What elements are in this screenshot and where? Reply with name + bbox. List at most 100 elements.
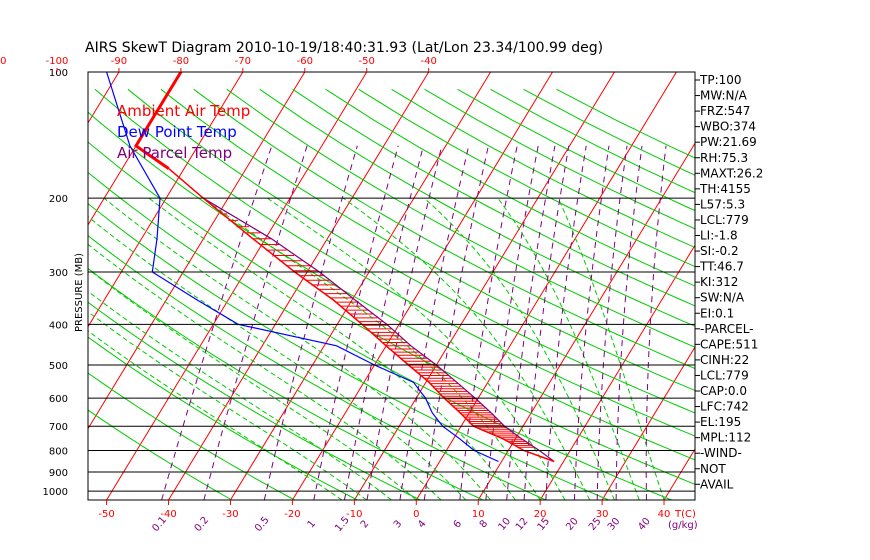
temp-axis-label: T(C) (674, 509, 696, 520)
isotherm (106, 72, 368, 500)
isotherm (88, 72, 120, 124)
top-temp-tick-label: -60 (297, 56, 313, 67)
dry-adiabat (457, 88, 695, 212)
dry-adiabat (193, 88, 695, 370)
temp-tick-label: 10 (472, 509, 485, 520)
temp-tick-label: 40 (658, 509, 671, 520)
stability-index: TT:46.7 (699, 260, 744, 274)
mixing-ratio-label: 2 (359, 518, 372, 530)
top-temp-tick-label: -90 (111, 56, 127, 67)
chart-title: AIRS SkewT Diagram 2010-10-19/18:40:31.9… (85, 40, 603, 56)
stability-index: CAPE:511 (700, 337, 758, 351)
stability-index: EL:195 (700, 415, 741, 429)
temp-tick-label: 0 (413, 509, 419, 520)
pressure-tick-label: 900 (49, 468, 68, 479)
stability-index: MPL:112 (700, 431, 751, 445)
legend: Ambient Air Temp Dew Point Temp Air Parcel… (117, 102, 250, 162)
mixing-ratio-label: 40 (636, 516, 653, 533)
moist-adiabat (343, 197, 591, 500)
pressure-tick-label: 700 (49, 422, 68, 433)
dry-adiabat (523, 88, 695, 176)
stability-index: NOT (700, 462, 726, 476)
temp-tick-label: 30 (596, 509, 609, 520)
mixing-ratio-line (161, 145, 273, 500)
moist-adiabat (148, 197, 516, 500)
stability-index: LI:-1.8 (700, 229, 738, 243)
top-temp-tick-label: -110 (0, 56, 6, 67)
profile-layer (106, 72, 555, 463)
mixing-ratio-label: 0.2 (193, 515, 212, 534)
dewpoint-profile-line (106, 72, 499, 463)
moist-adiabat (88, 311, 367, 500)
stability-index: MAXT:26.2 (700, 166, 763, 180)
pressure-tick-label: 400 (49, 320, 68, 331)
ambient-temp-upper-line (133, 72, 183, 170)
stability-index: EI:0.1 (700, 306, 734, 320)
isotherm (230, 72, 492, 500)
dry-adiabat (160, 88, 695, 392)
pressure-tick-label: 800 (49, 447, 68, 458)
top-temp-tick-label: -70 (235, 56, 251, 67)
dry-adiabat (88, 235, 547, 500)
dry-adiabat (292, 88, 695, 307)
stability-index: MW:N/A (700, 89, 748, 103)
mixing-ratio-label: 3 (392, 518, 405, 530)
stability-index: L57:5.3 (700, 197, 745, 211)
mixing-ratio-label: 10 (497, 516, 514, 533)
legend-entry: Air Parcel Temp (117, 144, 232, 162)
stability-index: FRZ:547 (700, 104, 750, 118)
moist-adiabat (103, 197, 491, 500)
mixing-ratio-label: 8 (478, 518, 491, 530)
legend-entry: Ambient Air Temp (117, 102, 250, 120)
temp-tick-label: -50 (98, 509, 114, 520)
isotherm (415, 72, 677, 500)
stability-index: LCL:779 (700, 368, 749, 382)
dry-adiabat (325, 88, 695, 287)
stability-index: CAP:0.0 (700, 384, 747, 398)
mixing-ratio-line (203, 145, 308, 500)
temp-tick-label: 20 (534, 509, 547, 520)
dry-adiabat (358, 88, 695, 268)
stability-index: LFC:742 (700, 400, 749, 414)
dry-adiabat (88, 301, 421, 500)
dry-adiabat (391, 88, 695, 249)
temp-tick-label: -30 (222, 509, 238, 520)
moist-adiabat (557, 197, 665, 500)
mixing-ratio-label: 20 (564, 516, 581, 533)
pressure-tick-label: 100 (49, 68, 68, 79)
top-temp-tick-label: -40 (420, 56, 436, 67)
plot-frame (87, 71, 696, 501)
mixing-ratio-label: 1 (306, 518, 319, 530)
pressure-tick-label: 500 (49, 361, 68, 372)
isotherm (291, 72, 553, 500)
dry-adiabat (127, 88, 695, 414)
dry-adiabat (88, 409, 233, 500)
top-temp-tick-label: -100 (46, 56, 69, 67)
stability-index: KI:312 (700, 275, 738, 289)
dry-adiabat (94, 88, 695, 437)
pressure-tick-label: 1000 (43, 487, 68, 498)
isotherm (0, 72, 57, 500)
stability-index: PW:21.69 (700, 135, 757, 149)
moist-adiabat (88, 268, 417, 500)
isotherm (88, 72, 244, 328)
stability-index: CINH:22 (700, 353, 749, 367)
moist-adiabat (88, 215, 467, 500)
pressure-axis-label: PRESSURE (MB) (74, 253, 85, 332)
legend-entry: Dew Point Temp (117, 123, 237, 141)
isotherm (601, 346, 695, 500)
stability-index: -PARCEL- (700, 322, 754, 336)
dry-adiabat (226, 88, 695, 348)
moist-adiabat (424, 197, 615, 500)
stability-index: LCL:779 (700, 213, 749, 227)
isotherm (788, 72, 870, 500)
dry-adiabat (88, 372, 295, 500)
parcel-profile-line (202, 197, 555, 462)
isotherm (539, 244, 695, 500)
moist-adiabat (88, 290, 392, 500)
stability-index: TP:100 (699, 73, 742, 87)
mixing-ratio-unit: (g/kg) (668, 520, 698, 531)
